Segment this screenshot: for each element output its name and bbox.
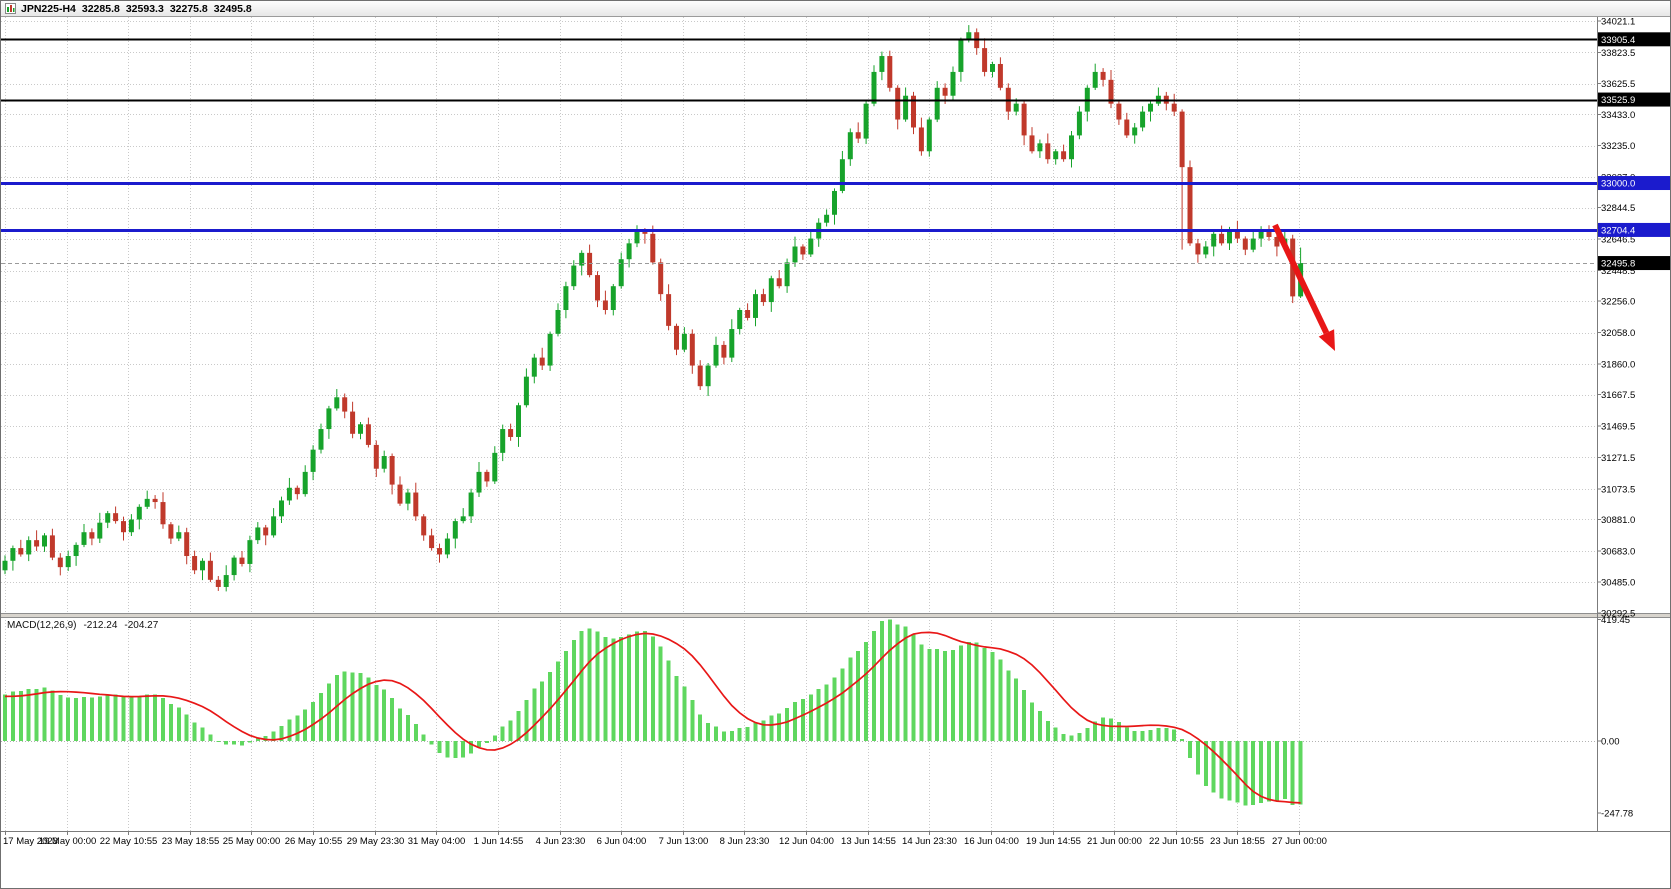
svg-text:4 Jun 23:30: 4 Jun 23:30 bbox=[536, 836, 586, 847]
svg-text:33525.9: 33525.9 bbox=[1601, 95, 1635, 106]
pane-separator[interactable] bbox=[1, 613, 1671, 618]
svg-text:26 May 10:55: 26 May 10:55 bbox=[285, 836, 343, 847]
svg-text:34021.1: 34021.1 bbox=[1601, 17, 1635, 27]
svg-text:33823.5: 33823.5 bbox=[1601, 48, 1635, 59]
svg-text:25 May 00:00: 25 May 00:00 bbox=[223, 836, 281, 847]
svg-text:31271.5: 31271.5 bbox=[1601, 453, 1635, 464]
svg-text:16 Jun 04:00: 16 Jun 04:00 bbox=[964, 836, 1019, 847]
grid-lines bbox=[1, 17, 1597, 831]
svg-text:30485.0: 30485.0 bbox=[1601, 578, 1635, 589]
candles bbox=[2, 25, 1304, 592]
svg-text:32058.0: 32058.0 bbox=[1601, 328, 1635, 339]
svg-text:32646.5: 32646.5 bbox=[1601, 235, 1635, 246]
svg-text:30292.5: 30292.5 bbox=[1601, 608, 1635, 619]
svg-text:8 Jun 23:30: 8 Jun 23:30 bbox=[720, 836, 770, 847]
svg-text:21 Jun 00:00: 21 Jun 00:00 bbox=[1087, 836, 1142, 847]
trend-arrow-annotation[interactable] bbox=[1272, 223, 1335, 351]
svg-text:32256.0: 32256.0 bbox=[1601, 297, 1635, 308]
horizontal-level-lines[interactable] bbox=[1, 38, 1597, 264]
svg-text:33625.5: 33625.5 bbox=[1601, 79, 1635, 90]
svg-text:7 Jun 13:00: 7 Jun 13:00 bbox=[659, 836, 709, 847]
macd-histogram bbox=[3, 619, 1303, 806]
svg-text:33235.0: 33235.0 bbox=[1601, 141, 1635, 152]
macd-main-value: -212.24 bbox=[83, 620, 118, 631]
svg-text:12 Jun 04:00: 12 Jun 04:00 bbox=[779, 836, 834, 847]
svg-text:14 Jun 23:30: 14 Jun 23:30 bbox=[902, 836, 957, 847]
svg-text:0.00: 0.00 bbox=[1601, 737, 1620, 748]
svg-text:32704.4: 32704.4 bbox=[1601, 225, 1635, 236]
svg-text:419.45: 419.45 bbox=[1601, 615, 1630, 626]
svg-text:22 May 10:55: 22 May 10:55 bbox=[100, 836, 158, 847]
price-badge bbox=[1598, 32, 1670, 47]
ohlc-low-value: 32275.8 bbox=[169, 2, 208, 15]
svg-text:22 Jun 10:55: 22 Jun 10:55 bbox=[1149, 836, 1204, 847]
svg-text:31860.0: 31860.0 bbox=[1601, 359, 1635, 370]
svg-text:31 May 04:00: 31 May 04:00 bbox=[408, 836, 466, 847]
svg-text:23 Jun 18:55: 23 Jun 18:55 bbox=[1210, 836, 1265, 847]
chart-title-bar[interactable]: JPN225-H4 32285.8 32593.3 32275.8 32495.… bbox=[1, 1, 1670, 17]
svg-text:29 May 23:30: 29 May 23:30 bbox=[347, 836, 405, 847]
price-badge bbox=[1598, 256, 1670, 271]
macd-signal-line bbox=[4, 631, 1301, 804]
macd-signal-value: -204.27 bbox=[124, 620, 159, 631]
svg-text:-247.78: -247.78 bbox=[1601, 808, 1633, 819]
svg-text:31667.5: 31667.5 bbox=[1601, 390, 1635, 401]
svg-text:19 May 00:00: 19 May 00:00 bbox=[39, 836, 97, 847]
axes: 34021.133823.533625.533433.033235.033037… bbox=[1, 17, 1670, 847]
svg-text:31469.5: 31469.5 bbox=[1601, 421, 1635, 432]
symbol-timeframe-label: JPN225-H4 bbox=[21, 2, 76, 15]
svg-text:23 May 18:55: 23 May 18:55 bbox=[162, 836, 220, 847]
svg-text:1 Jun 14:55: 1 Jun 14:55 bbox=[474, 836, 524, 847]
svg-text:32448.5: 32448.5 bbox=[1601, 266, 1635, 277]
svg-text:33433.0: 33433.0 bbox=[1601, 110, 1635, 121]
svg-text:27 Jun 00:00: 27 Jun 00:00 bbox=[1272, 836, 1327, 847]
price-badge bbox=[1598, 222, 1670, 237]
svg-text:6 Jun 04:00: 6 Jun 04:00 bbox=[597, 836, 647, 847]
price-chart-canvas[interactable]: 34021.133823.533625.533433.033235.033037… bbox=[1, 17, 1671, 889]
svg-text:31073.5: 31073.5 bbox=[1601, 484, 1635, 495]
svg-text:17 May 2023: 17 May 2023 bbox=[3, 836, 58, 847]
ohlc-open-value: 32285.8 bbox=[81, 2, 120, 15]
price-axis-badges: 33905.4 33525.9 33000.0 32704.4 32495.8 bbox=[1598, 32, 1670, 271]
svg-text:30881.0: 30881.0 bbox=[1601, 515, 1635, 526]
svg-text:33905.4: 33905.4 bbox=[1601, 35, 1635, 46]
price-badge bbox=[1598, 176, 1670, 191]
svg-text:30683.0: 30683.0 bbox=[1601, 546, 1635, 557]
ohlc-high-value: 32593.3 bbox=[125, 2, 164, 15]
svg-text:32844.5: 32844.5 bbox=[1601, 203, 1635, 214]
svg-text:32495.8: 32495.8 bbox=[1601, 259, 1635, 270]
ohlc-close-value: 32495.8 bbox=[213, 2, 252, 15]
macd-indicator-name: MACD(12,26,9) bbox=[7, 620, 77, 631]
svg-text:19 Jun 14:55: 19 Jun 14:55 bbox=[1026, 836, 1081, 847]
macd-indicator-label[interactable]: MACD(12,26,9) -212.24 -204.27 bbox=[7, 620, 165, 631]
price-badge bbox=[1598, 92, 1670, 107]
chart-icon[interactable] bbox=[5, 3, 16, 14]
svg-text:13 Jun 14:55: 13 Jun 14:55 bbox=[841, 836, 896, 847]
svg-text:33000.0: 33000.0 bbox=[1601, 179, 1635, 190]
